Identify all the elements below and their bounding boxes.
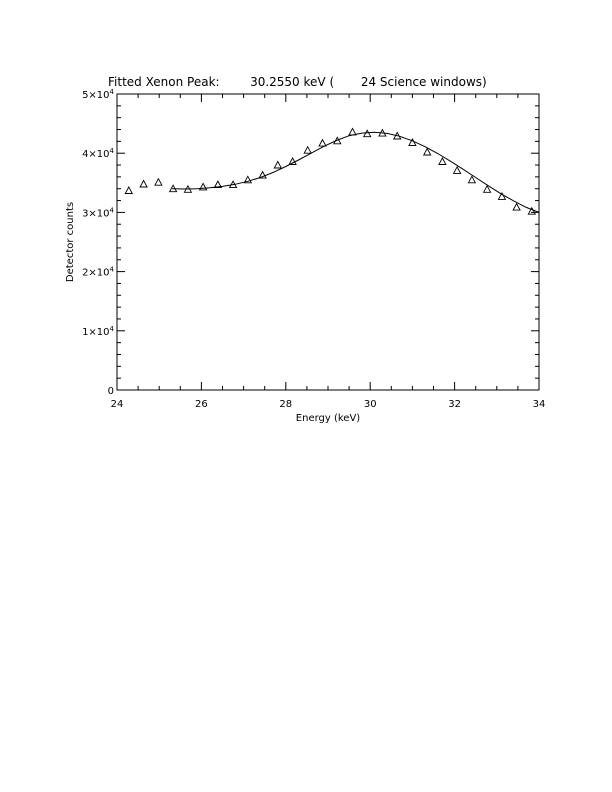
data-point-triangle (303, 145, 312, 154)
data-point-triangle (228, 180, 238, 189)
x-tick-label: 34 (533, 399, 546, 410)
chart-title: Fitted Xenon Peak: 30.2550 keV ( 24 Scie… (108, 75, 487, 89)
y-tick-label: 1×104 (82, 325, 114, 338)
data-point-triangle (333, 136, 342, 145)
plot-frame (116, 93, 540, 391)
data-point-triangle (422, 147, 432, 156)
y-tick-label: 4×104 (82, 147, 114, 160)
y-tick-label: 5×104 (82, 88, 114, 101)
x-axis-ticks: 24 26 28 30 32 34 (111, 94, 546, 410)
data-point-triangle (258, 170, 267, 179)
data-point-triangle (198, 182, 208, 191)
y-axis-label: Detector counts (65, 202, 76, 282)
x-axis-label: Energy (keV) (296, 413, 361, 424)
y-axis-ticks: 0 1×104 2×104 3×104 4×104 5×104 (82, 88, 539, 397)
data-point-triangle (482, 184, 492, 193)
fit-curve (171, 131, 540, 213)
y-tick-label: 0 (108, 386, 114, 397)
data-point-triangle (124, 186, 134, 194)
y-tick-label: 2×104 (82, 266, 114, 279)
x-tick-label: 26 (195, 399, 208, 410)
data-point-triangle (362, 129, 372, 138)
data-point-triangle (154, 177, 163, 186)
data-point-triangle (438, 157, 447, 165)
x-tick-label: 32 (448, 399, 461, 410)
data-point-triangle (527, 206, 537, 215)
data-point-triangle (273, 160, 283, 169)
x-tick-label: 28 (279, 399, 292, 410)
y-tick-label: 3×104 (82, 206, 114, 219)
data-point-triangle (452, 165, 462, 174)
data-point-triangle (183, 184, 193, 193)
data-point-triangle (348, 127, 357, 136)
x-tick-label: 30 (364, 399, 377, 410)
data-point-triangle (318, 138, 327, 147)
data-point-triangle (467, 175, 477, 184)
data-point-triangle (408, 138, 417, 146)
data-point-triangle (512, 202, 521, 211)
data-point-triangle (378, 128, 387, 137)
data-point-triangle (497, 191, 507, 200)
data-point-triangle (139, 179, 148, 188)
data-points (124, 127, 537, 215)
data-point-triangle (213, 180, 223, 189)
data-point-triangle (288, 157, 297, 165)
x-tick-label: 24 (111, 399, 124, 410)
data-point-triangle (392, 131, 402, 140)
data-point-triangle (243, 175, 253, 184)
data-point-triangle (168, 184, 178, 193)
